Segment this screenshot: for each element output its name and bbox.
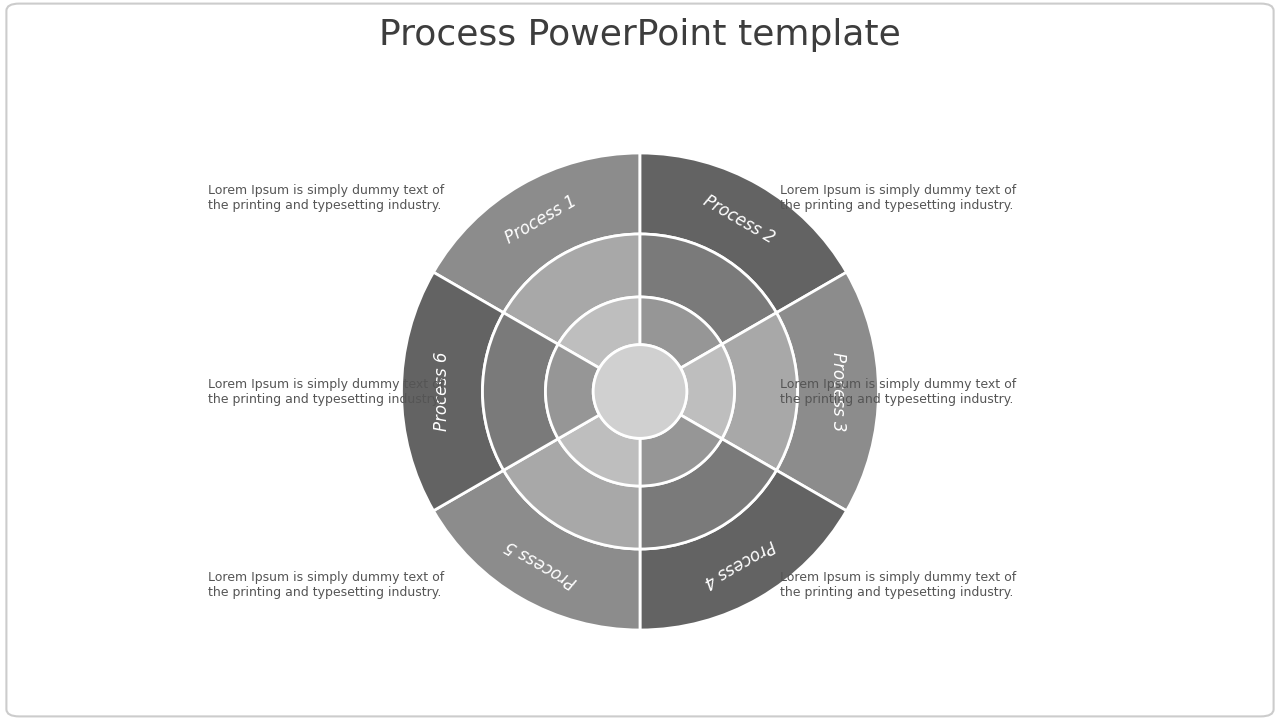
- Wedge shape: [434, 153, 640, 312]
- Wedge shape: [503, 234, 640, 344]
- Text: Process 6: Process 6: [433, 352, 451, 431]
- Wedge shape: [558, 297, 640, 368]
- Text: Lorem Ipsum is simply dummy text of
the printing and typesetting industry.: Lorem Ipsum is simply dummy text of the …: [209, 184, 444, 212]
- Circle shape: [593, 345, 687, 438]
- Text: Lorem Ipsum is simply dummy text of
the printing and typesetting industry.: Lorem Ipsum is simply dummy text of the …: [780, 377, 1016, 405]
- Wedge shape: [640, 297, 722, 368]
- Wedge shape: [681, 344, 735, 438]
- Wedge shape: [402, 272, 503, 510]
- Wedge shape: [640, 438, 777, 549]
- Wedge shape: [545, 344, 599, 438]
- Wedge shape: [434, 470, 640, 630]
- Wedge shape: [640, 415, 722, 486]
- Text: Process 5: Process 5: [502, 535, 580, 590]
- Text: Process 2: Process 2: [700, 192, 778, 248]
- Wedge shape: [503, 438, 640, 549]
- Text: Process 4: Process 4: [700, 535, 778, 590]
- Text: Lorem Ipsum is simply dummy text of
the printing and typesetting industry.: Lorem Ipsum is simply dummy text of the …: [209, 571, 444, 599]
- Text: Process 3: Process 3: [829, 352, 847, 431]
- Text: Lorem Ipsum is simply dummy text of
the printing and typesetting industry.: Lorem Ipsum is simply dummy text of the …: [209, 377, 444, 405]
- Wedge shape: [483, 312, 558, 470]
- Wedge shape: [722, 312, 797, 470]
- Text: Process 1: Process 1: [502, 192, 580, 248]
- Wedge shape: [640, 153, 846, 312]
- Text: Process PowerPoint template: Process PowerPoint template: [379, 18, 901, 52]
- Wedge shape: [640, 470, 846, 630]
- Wedge shape: [640, 234, 777, 344]
- Wedge shape: [777, 272, 878, 510]
- Text: Lorem Ipsum is simply dummy text of
the printing and typesetting industry.: Lorem Ipsum is simply dummy text of the …: [780, 184, 1016, 212]
- Text: Lorem Ipsum is simply dummy text of
the printing and typesetting industry.: Lorem Ipsum is simply dummy text of the …: [780, 571, 1016, 599]
- Wedge shape: [558, 415, 640, 486]
